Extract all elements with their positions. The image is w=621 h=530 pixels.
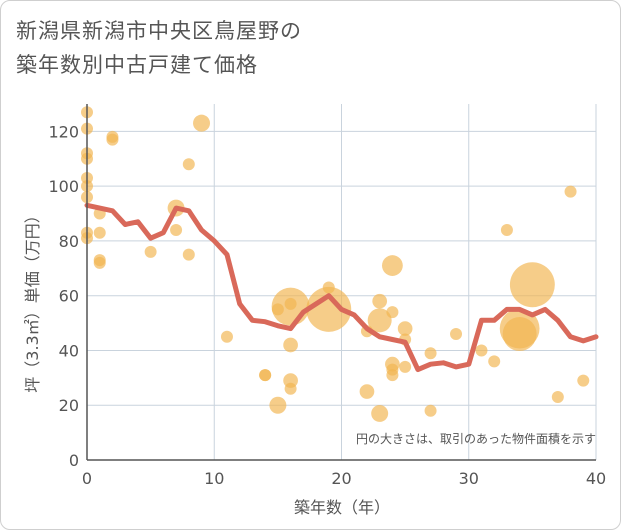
y-tick-label: 80: [59, 232, 79, 251]
data-bubble: [182, 248, 195, 261]
average-price-line: [84, 202, 599, 373]
x-tick-label: 10: [204, 469, 224, 488]
y-axis-label: 坪（3.3㎡）単価（万円）: [23, 207, 42, 392]
data-bubble: [475, 344, 488, 357]
data-bubble: [500, 223, 513, 236]
data-bubble: [182, 158, 195, 171]
data-bubble: [259, 369, 272, 382]
data-bubble: [397, 321, 413, 336]
data-bubble: [371, 404, 389, 422]
data-bubble: [269, 396, 287, 414]
bubble-layer: [81, 106, 590, 422]
chart-title-line-1: 新潟県新潟市中央区鳥屋野の: [16, 19, 302, 43]
x-tick-label: 0: [82, 469, 92, 488]
chart-title: 新潟県新潟市中央区鳥屋野の 築年数別中古戸建て価格: [16, 14, 302, 82]
x-tick-label: 30: [459, 469, 479, 488]
data-bubble: [322, 281, 335, 294]
y-tick-label: 20: [59, 396, 79, 415]
data-bubble: [220, 330, 233, 343]
axis-layer: 0 20 40 60 80 100 120 0 10 20 30 40: [48, 104, 606, 488]
data-bubble: [359, 384, 375, 399]
data-bubble: [502, 317, 537, 352]
data-bubble: [509, 262, 555, 308]
y-tick-label: 0: [69, 451, 79, 470]
x-tick-label: 20: [331, 469, 351, 488]
y-tick-label: 40: [59, 341, 79, 360]
chart-title-line-2: 築年数別中古戸建て価格: [16, 53, 258, 77]
data-bubble: [551, 391, 564, 404]
data-bubble: [271, 303, 284, 316]
data-bubble: [577, 374, 590, 387]
data-bubble: [284, 297, 297, 310]
data-bubble: [424, 347, 437, 360]
data-bubble: [93, 256, 106, 269]
data-bubble: [424, 404, 437, 417]
x-axis-label: 築年数（年）: [294, 498, 390, 517]
data-bubble: [284, 382, 297, 395]
data-bubble: [367, 308, 392, 333]
data-bubble: [193, 114, 211, 132]
data-bubble: [170, 223, 183, 236]
data-bubble: [372, 293, 388, 309]
data-bubble: [386, 369, 399, 382]
data-bubble: [386, 306, 399, 319]
data-bubble: [564, 185, 577, 198]
data-bubble: [306, 286, 352, 332]
data-bubble: [382, 255, 403, 276]
data-bubble: [144, 245, 157, 258]
data-bubble: [488, 355, 501, 368]
data-bubble: [399, 360, 412, 373]
y-tick-label: 120: [48, 122, 79, 141]
y-tick-label: 100: [48, 177, 79, 196]
data-bubble: [93, 226, 106, 239]
size-legend-note: 円の大きさは、取引のあった物件面積を示す: [356, 431, 596, 446]
data-bubble: [450, 328, 463, 341]
y-tick-label: 60: [59, 287, 79, 306]
data-bubble: [283, 337, 298, 353]
x-tick-label: 40: [586, 469, 606, 488]
data-bubble: [106, 133, 119, 146]
